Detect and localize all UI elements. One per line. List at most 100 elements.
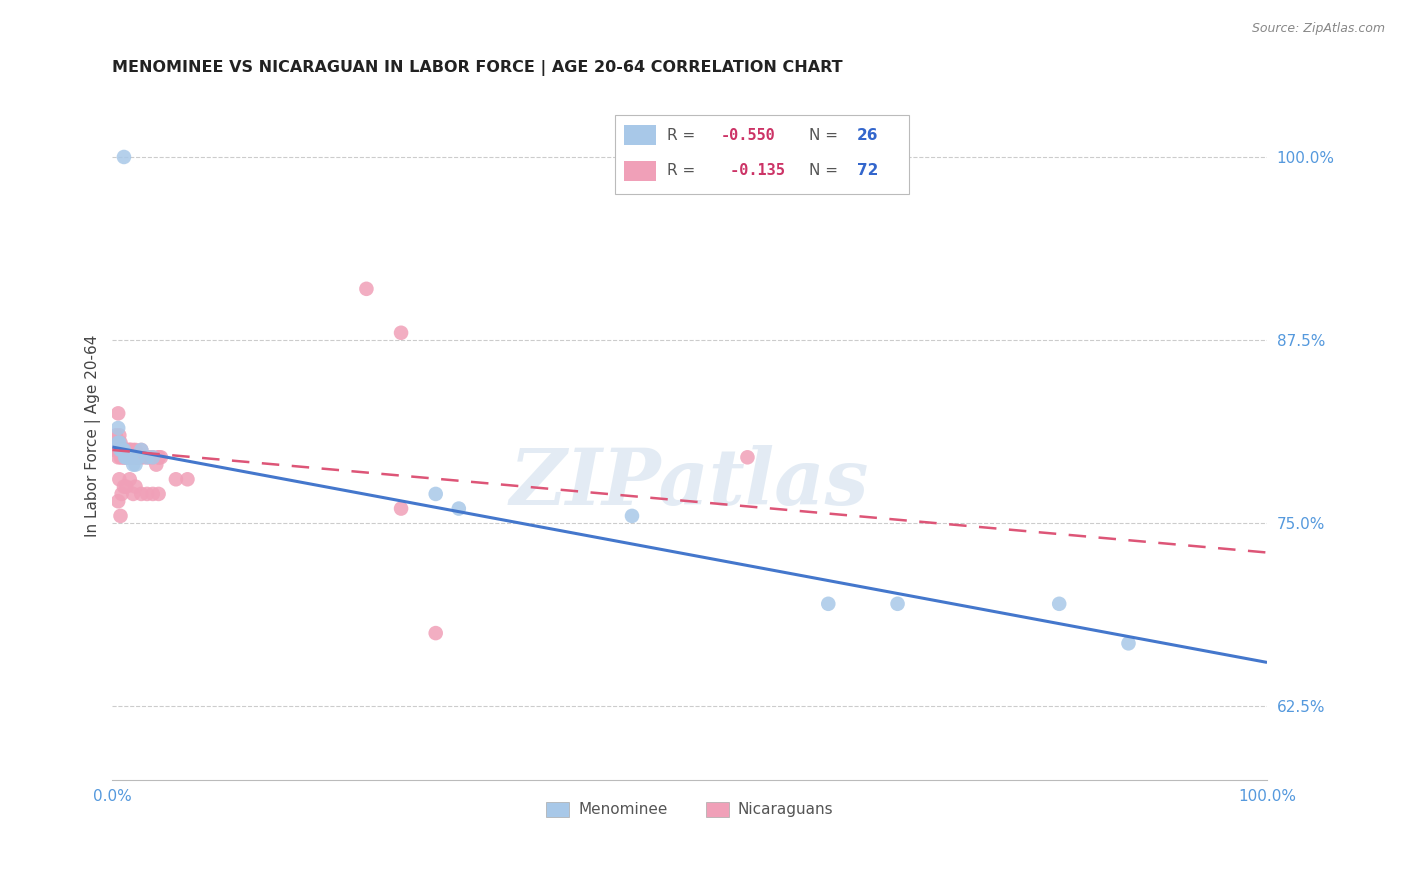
- Point: [118, 442, 141, 457]
- Point: [165, 472, 187, 486]
- Point: [148, 450, 170, 465]
- Point: [111, 442, 134, 457]
- Point: [120, 450, 142, 465]
- Point: [111, 442, 134, 457]
- FancyBboxPatch shape: [614, 115, 910, 194]
- Point: [148, 487, 170, 501]
- Point: [620, 508, 643, 523]
- Point: [108, 435, 131, 450]
- Point: [117, 450, 139, 465]
- Point: [115, 450, 138, 465]
- Point: [104, 442, 127, 457]
- Point: [110, 442, 132, 457]
- Point: [425, 487, 447, 501]
- Point: [120, 442, 142, 457]
- Point: [128, 450, 150, 465]
- Point: [112, 450, 135, 465]
- Point: [112, 480, 135, 494]
- Point: [105, 442, 128, 457]
- FancyBboxPatch shape: [624, 125, 657, 145]
- Point: [108, 472, 131, 486]
- Point: [120, 450, 142, 465]
- Point: [107, 435, 129, 450]
- Point: [108, 442, 131, 457]
- Point: [114, 450, 136, 465]
- Point: [389, 501, 412, 516]
- Point: [356, 282, 378, 296]
- Point: [124, 442, 146, 457]
- Point: [117, 442, 139, 457]
- Point: [115, 480, 138, 494]
- Point: [122, 450, 145, 465]
- Point: [122, 458, 145, 472]
- Text: Source: ZipAtlas.com: Source: ZipAtlas.com: [1251, 22, 1385, 36]
- Point: [737, 450, 759, 465]
- Point: [118, 472, 141, 486]
- Point: [110, 450, 132, 465]
- Text: MENOMINEE VS NICARAGUAN IN LABOR FORCE | AGE 20-64 CORRELATION CHART: MENOMINEE VS NICARAGUAN IN LABOR FORCE |…: [112, 60, 844, 76]
- Text: R =: R =: [666, 128, 695, 143]
- Text: N =: N =: [808, 128, 838, 143]
- Point: [132, 450, 155, 465]
- Point: [129, 450, 152, 465]
- Point: [115, 450, 138, 465]
- Legend: Menominee, Nicaraguans: Menominee, Nicaraguans: [540, 796, 839, 823]
- Point: [112, 442, 135, 457]
- Point: [1118, 636, 1140, 650]
- Point: [121, 450, 143, 465]
- Point: [129, 442, 152, 457]
- Point: [145, 458, 167, 472]
- Point: [127, 450, 149, 465]
- Point: [107, 494, 129, 508]
- Point: [389, 326, 412, 340]
- Point: [104, 428, 127, 442]
- Point: [149, 450, 172, 465]
- Point: [129, 487, 152, 501]
- Point: [118, 450, 141, 465]
- Text: R =: R =: [666, 163, 695, 178]
- Text: -0.550: -0.550: [721, 128, 776, 143]
- Point: [111, 442, 134, 457]
- Point: [127, 450, 149, 465]
- Point: [817, 597, 839, 611]
- Point: [110, 508, 132, 523]
- Point: [142, 450, 165, 465]
- Point: [117, 450, 139, 465]
- Point: [425, 626, 447, 640]
- Point: [122, 450, 145, 465]
- Point: [112, 450, 135, 465]
- Point: [124, 480, 146, 494]
- Point: [136, 450, 159, 465]
- Point: [110, 435, 132, 450]
- Point: [122, 442, 145, 457]
- Point: [111, 442, 134, 457]
- Point: [142, 487, 165, 501]
- Point: [111, 442, 134, 457]
- Point: [447, 501, 470, 516]
- Point: [115, 442, 138, 457]
- Point: [122, 487, 145, 501]
- Point: [111, 450, 134, 465]
- Point: [118, 442, 141, 457]
- Text: N =: N =: [808, 163, 838, 178]
- Point: [136, 450, 159, 465]
- Y-axis label: In Labor Force | Age 20-64: In Labor Force | Age 20-64: [86, 334, 101, 536]
- Point: [108, 442, 131, 457]
- Point: [112, 150, 135, 164]
- Text: ZIPatlas: ZIPatlas: [510, 445, 869, 522]
- Text: 72: 72: [858, 163, 879, 178]
- Point: [148, 450, 170, 465]
- Point: [176, 472, 198, 486]
- Point: [115, 450, 138, 465]
- Point: [120, 450, 142, 465]
- Point: [138, 450, 160, 465]
- Point: [124, 458, 146, 472]
- Point: [125, 450, 148, 465]
- Point: [117, 450, 139, 465]
- Text: -0.135: -0.135: [721, 163, 785, 178]
- Text: 26: 26: [858, 128, 879, 143]
- Point: [107, 406, 129, 420]
- Point: [107, 435, 129, 450]
- Point: [108, 428, 131, 442]
- FancyBboxPatch shape: [624, 161, 657, 181]
